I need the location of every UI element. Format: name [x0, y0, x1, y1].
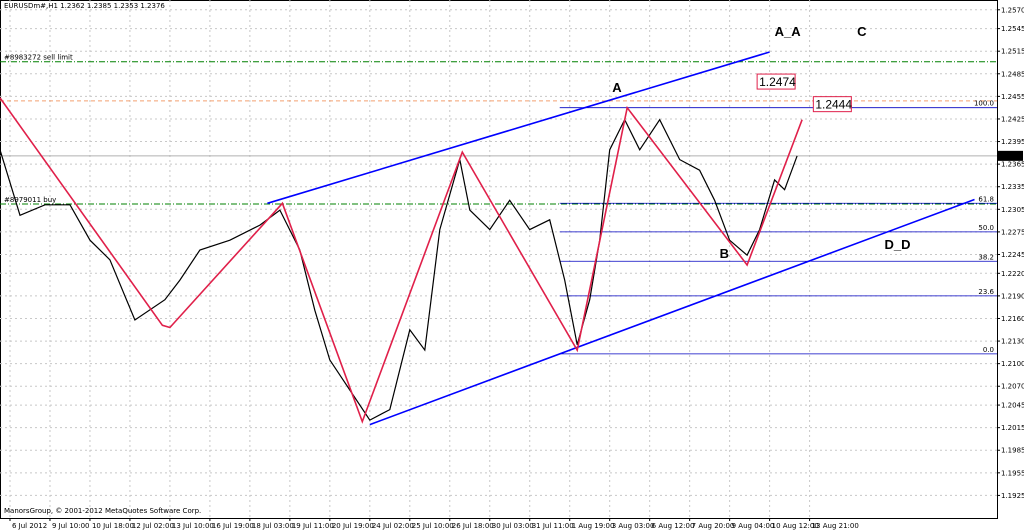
- x-tick-label: 19 Jul 11:00: [292, 522, 334, 530]
- x-tick-label: 24 Jul 02:00: [372, 522, 414, 530]
- x-tick-label: 7 Aug 20:00: [692, 522, 735, 530]
- y-tick-label: 1.2335: [1001, 183, 1024, 191]
- x-tick-label: 6 Jul 2012: [12, 522, 47, 530]
- y-tick-label: 1.2545: [1001, 25, 1024, 33]
- x-tick-label: 10 Jul 18:00: [92, 522, 134, 530]
- x-tick-label: 1 Aug 19:00: [572, 522, 615, 530]
- y-tick-label: 1.2275: [1001, 228, 1024, 236]
- x-tick-label: 9 Jul 10:00: [52, 522, 90, 530]
- y-tick-label: 1.2070: [1001, 383, 1024, 391]
- current-price-tag: [997, 150, 1023, 161]
- y-tick-label: 1.2160: [1001, 315, 1024, 323]
- fib-label: 0.0: [983, 346, 994, 354]
- y-tick-label: 1.2245: [1001, 251, 1024, 259]
- current-price-label: 1.2376: [999, 152, 1024, 160]
- y-tick-label: 1.2425: [1001, 115, 1024, 123]
- fib-label: 38.2: [978, 253, 994, 261]
- price-box-label: 1.2474: [759, 75, 796, 89]
- y-tick-label: 1.2015: [1001, 424, 1024, 432]
- y-tick-label: 1.2570: [1001, 6, 1024, 14]
- y-tick-label: 1.2100: [1001, 360, 1024, 368]
- x-tick-label: 16 Jul 19:00: [212, 522, 254, 530]
- x-tick-label: 25 Jul 10:00: [412, 522, 454, 530]
- y-tick-label: 1.2305: [1001, 206, 1024, 214]
- x-tick-label: 10 Aug 12:00: [772, 522, 819, 530]
- y-tick-label: 1.1985: [1001, 447, 1024, 455]
- y-tick-label: 1.2485: [1001, 70, 1024, 78]
- x-tick-label: 20 Jul 19:00: [332, 522, 374, 530]
- x-tick-label: 26 Jul 18:00: [452, 522, 494, 530]
- fib-label: 50.0: [978, 224, 994, 232]
- y-tick-label: 1.2365: [1001, 161, 1024, 169]
- fib-label: 23.6: [978, 288, 994, 296]
- y-tick-label: 1.2190: [1001, 292, 1024, 300]
- annotation: A: [612, 80, 622, 95]
- y-tick-label: 1.2045: [1001, 402, 1024, 410]
- annotation: C: [857, 24, 867, 39]
- x-tick-label: 13 Aug 21:00: [812, 522, 859, 530]
- x-tick-label: 9 Aug 04:00: [732, 522, 775, 530]
- price-box-label: 1.2444: [815, 98, 852, 112]
- y-tick-label: 1.2455: [1001, 93, 1024, 101]
- fib-label: 100.0: [974, 100, 994, 108]
- trend-line: [267, 51, 770, 205]
- x-tick-label: 31 Jul 11:00: [532, 522, 574, 530]
- footer: ManorsGroup, © 2001-2012 MetaQuotes Soft…: [4, 507, 201, 515]
- chart-title: EURUSDm#,H1 1.2362 1.2385 1.2353 1.2376: [4, 2, 165, 10]
- x-tick-label: 13 Jul 10:00: [172, 522, 214, 530]
- x-tick-label: 30 Jul 03:00: [492, 522, 534, 530]
- y-tick-label: 1.1955: [1001, 469, 1024, 477]
- trend-line: [369, 198, 975, 426]
- y-tick-label: 1.2515: [1001, 48, 1024, 56]
- y-tick-label: 1.2130: [1001, 338, 1024, 346]
- order-label: #8983272 sell limit: [4, 54, 73, 62]
- x-tick-label: 18 Jul 03:00: [252, 522, 294, 530]
- trend-line: [0, 97, 803, 424]
- order-label: #8979011 buy: [4, 196, 56, 204]
- x-tick-label: 12 Jul 02:00: [132, 522, 174, 530]
- annotation: D_D: [885, 237, 911, 252]
- x-tick-label: 3 Aug 03:00: [612, 522, 655, 530]
- y-tick-label: 1.2220: [1001, 270, 1024, 278]
- annotation: B: [720, 246, 729, 261]
- price-box: [812, 96, 852, 113]
- price-box: [756, 73, 796, 90]
- fib-label: 61.8: [978, 195, 994, 203]
- y-tick-label: 1.1925: [1001, 492, 1024, 500]
- plot-frame: [0, 0, 998, 519]
- x-tick-label: 6 Aug 12:00: [652, 522, 695, 530]
- annotation: A_A: [775, 24, 802, 39]
- y-tick-label: 1.2395: [1001, 138, 1024, 146]
